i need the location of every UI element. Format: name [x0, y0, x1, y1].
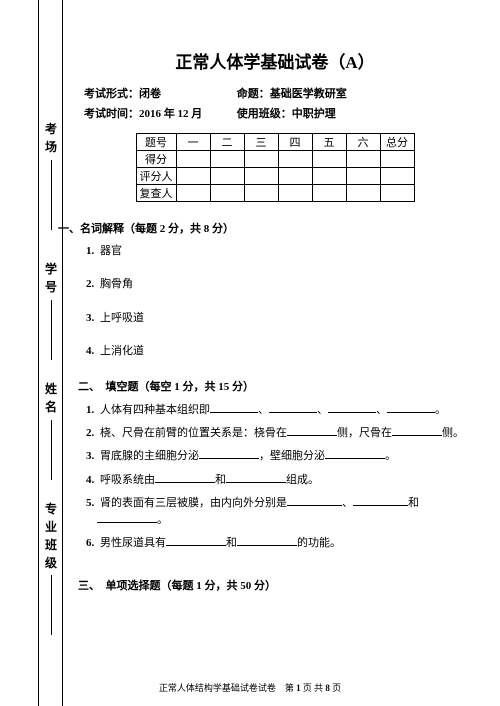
- col-head: 一: [176, 134, 210, 151]
- side-label-name: 姓 名: [40, 380, 62, 416]
- side-underline-3: [51, 420, 52, 480]
- score-table: 题号 一 二 三 四 五 六 总分 得分 评分人 复查人: [136, 133, 415, 202]
- blank: [226, 472, 286, 483]
- blank: [328, 402, 376, 413]
- blank: [199, 448, 259, 459]
- row-label: 复查人: [136, 185, 176, 202]
- row-label: 得分: [136, 151, 176, 168]
- blank: [387, 402, 435, 413]
- blank: [287, 495, 342, 506]
- exam-time: 考试时间：2016 年 12 月: [84, 105, 234, 121]
- section-3-head: 三、 单项选择题（每题 1 分，共 50 分）: [78, 577, 472, 593]
- col-head: 六: [346, 134, 380, 151]
- q2-4: 4.呼吸系统由和组成。: [86, 472, 472, 488]
- side-label-column: 考 场 学 号 姓 名 专 业 班 级: [40, 0, 62, 706]
- side-underline-1: [51, 160, 52, 230]
- q1-4: 4.上消化道: [86, 344, 472, 359]
- blank: [353, 495, 408, 506]
- blank: [97, 512, 157, 523]
- col-head: 五: [312, 134, 346, 151]
- table-row: 复查人: [136, 185, 414, 202]
- blank: [287, 425, 337, 436]
- table-row: 得分: [136, 151, 414, 168]
- section-1-head: 一、名词解释（每题 2 分，共 8 分）: [58, 220, 472, 236]
- blank: [325, 448, 385, 459]
- q2-2: 2.桡、尺骨在前臂的位置关系是：桡骨在侧，尺骨在侧。: [86, 425, 472, 441]
- col-head: 三: [244, 134, 278, 151]
- page-footer: 正常人体结构学基础试卷试卷 第 1 页 共 8 页: [0, 681, 500, 694]
- exam-form: 考试形式：闭卷: [84, 85, 234, 101]
- side-label-student-id: 学 号: [40, 260, 62, 296]
- row-label: 题号: [136, 134, 176, 151]
- side-underline-4: [51, 575, 52, 635]
- q2-6: 6.男性尿道具有和的功能。: [86, 535, 472, 551]
- main-content: 正常人体学基础试卷（A） 考试形式：闭卷 命题：基础医学教研室 考试时间：201…: [78, 18, 472, 593]
- row-label: 评分人: [136, 168, 176, 185]
- q2-5: 5.肾的表面有三层被膜，由内向外分别是、和 。: [86, 495, 472, 528]
- side-label-class: 专 业 班 级: [40, 500, 62, 572]
- meta-row-1: 考试形式：闭卷 命题：基础医学教研室: [78, 85, 472, 101]
- blank: [237, 535, 297, 546]
- q2-3: 3.胃底腺的主细胞分泌，壁细胞分泌。: [86, 448, 472, 464]
- q2-1: 1.人体有四种基本组织即、、、。: [86, 402, 472, 418]
- col-head: 总分: [380, 134, 414, 151]
- table-row: 题号 一 二 三 四 五 六 总分: [136, 134, 414, 151]
- side-underline-2: [51, 300, 52, 360]
- table-row: 评分人: [136, 168, 414, 185]
- q1-3: 3.上呼吸道: [86, 311, 472, 326]
- binding-line-2: [62, 0, 63, 706]
- blank: [166, 535, 226, 546]
- col-head: 二: [210, 134, 244, 151]
- blank: [269, 402, 317, 413]
- meta-row-2: 考试时间：2016 年 12 月 使用班级：中职护理: [78, 105, 472, 121]
- blank: [155, 472, 215, 483]
- binding-line-1: [38, 0, 39, 706]
- col-head: 四: [278, 134, 312, 151]
- exam-page: 考 场 学 号 姓 名 专 业 班 级 正常人体学基础试卷（A） 考试形式：闭卷…: [0, 0, 500, 706]
- exam-class: 使用班级：中职护理: [237, 105, 336, 121]
- blank: [392, 425, 442, 436]
- blank: [210, 402, 258, 413]
- q1-1: 1.器官: [86, 244, 472, 259]
- exam-author: 命题：基础医学教研室: [237, 85, 347, 101]
- section-2-head: 二、 填空题（每空 1 分，共 15 分）: [78, 378, 472, 394]
- exam-title: 正常人体学基础试卷（A）: [78, 48, 472, 73]
- q1-2: 2.胸骨角: [86, 277, 472, 292]
- side-label-exam-room: 考 场: [40, 120, 62, 156]
